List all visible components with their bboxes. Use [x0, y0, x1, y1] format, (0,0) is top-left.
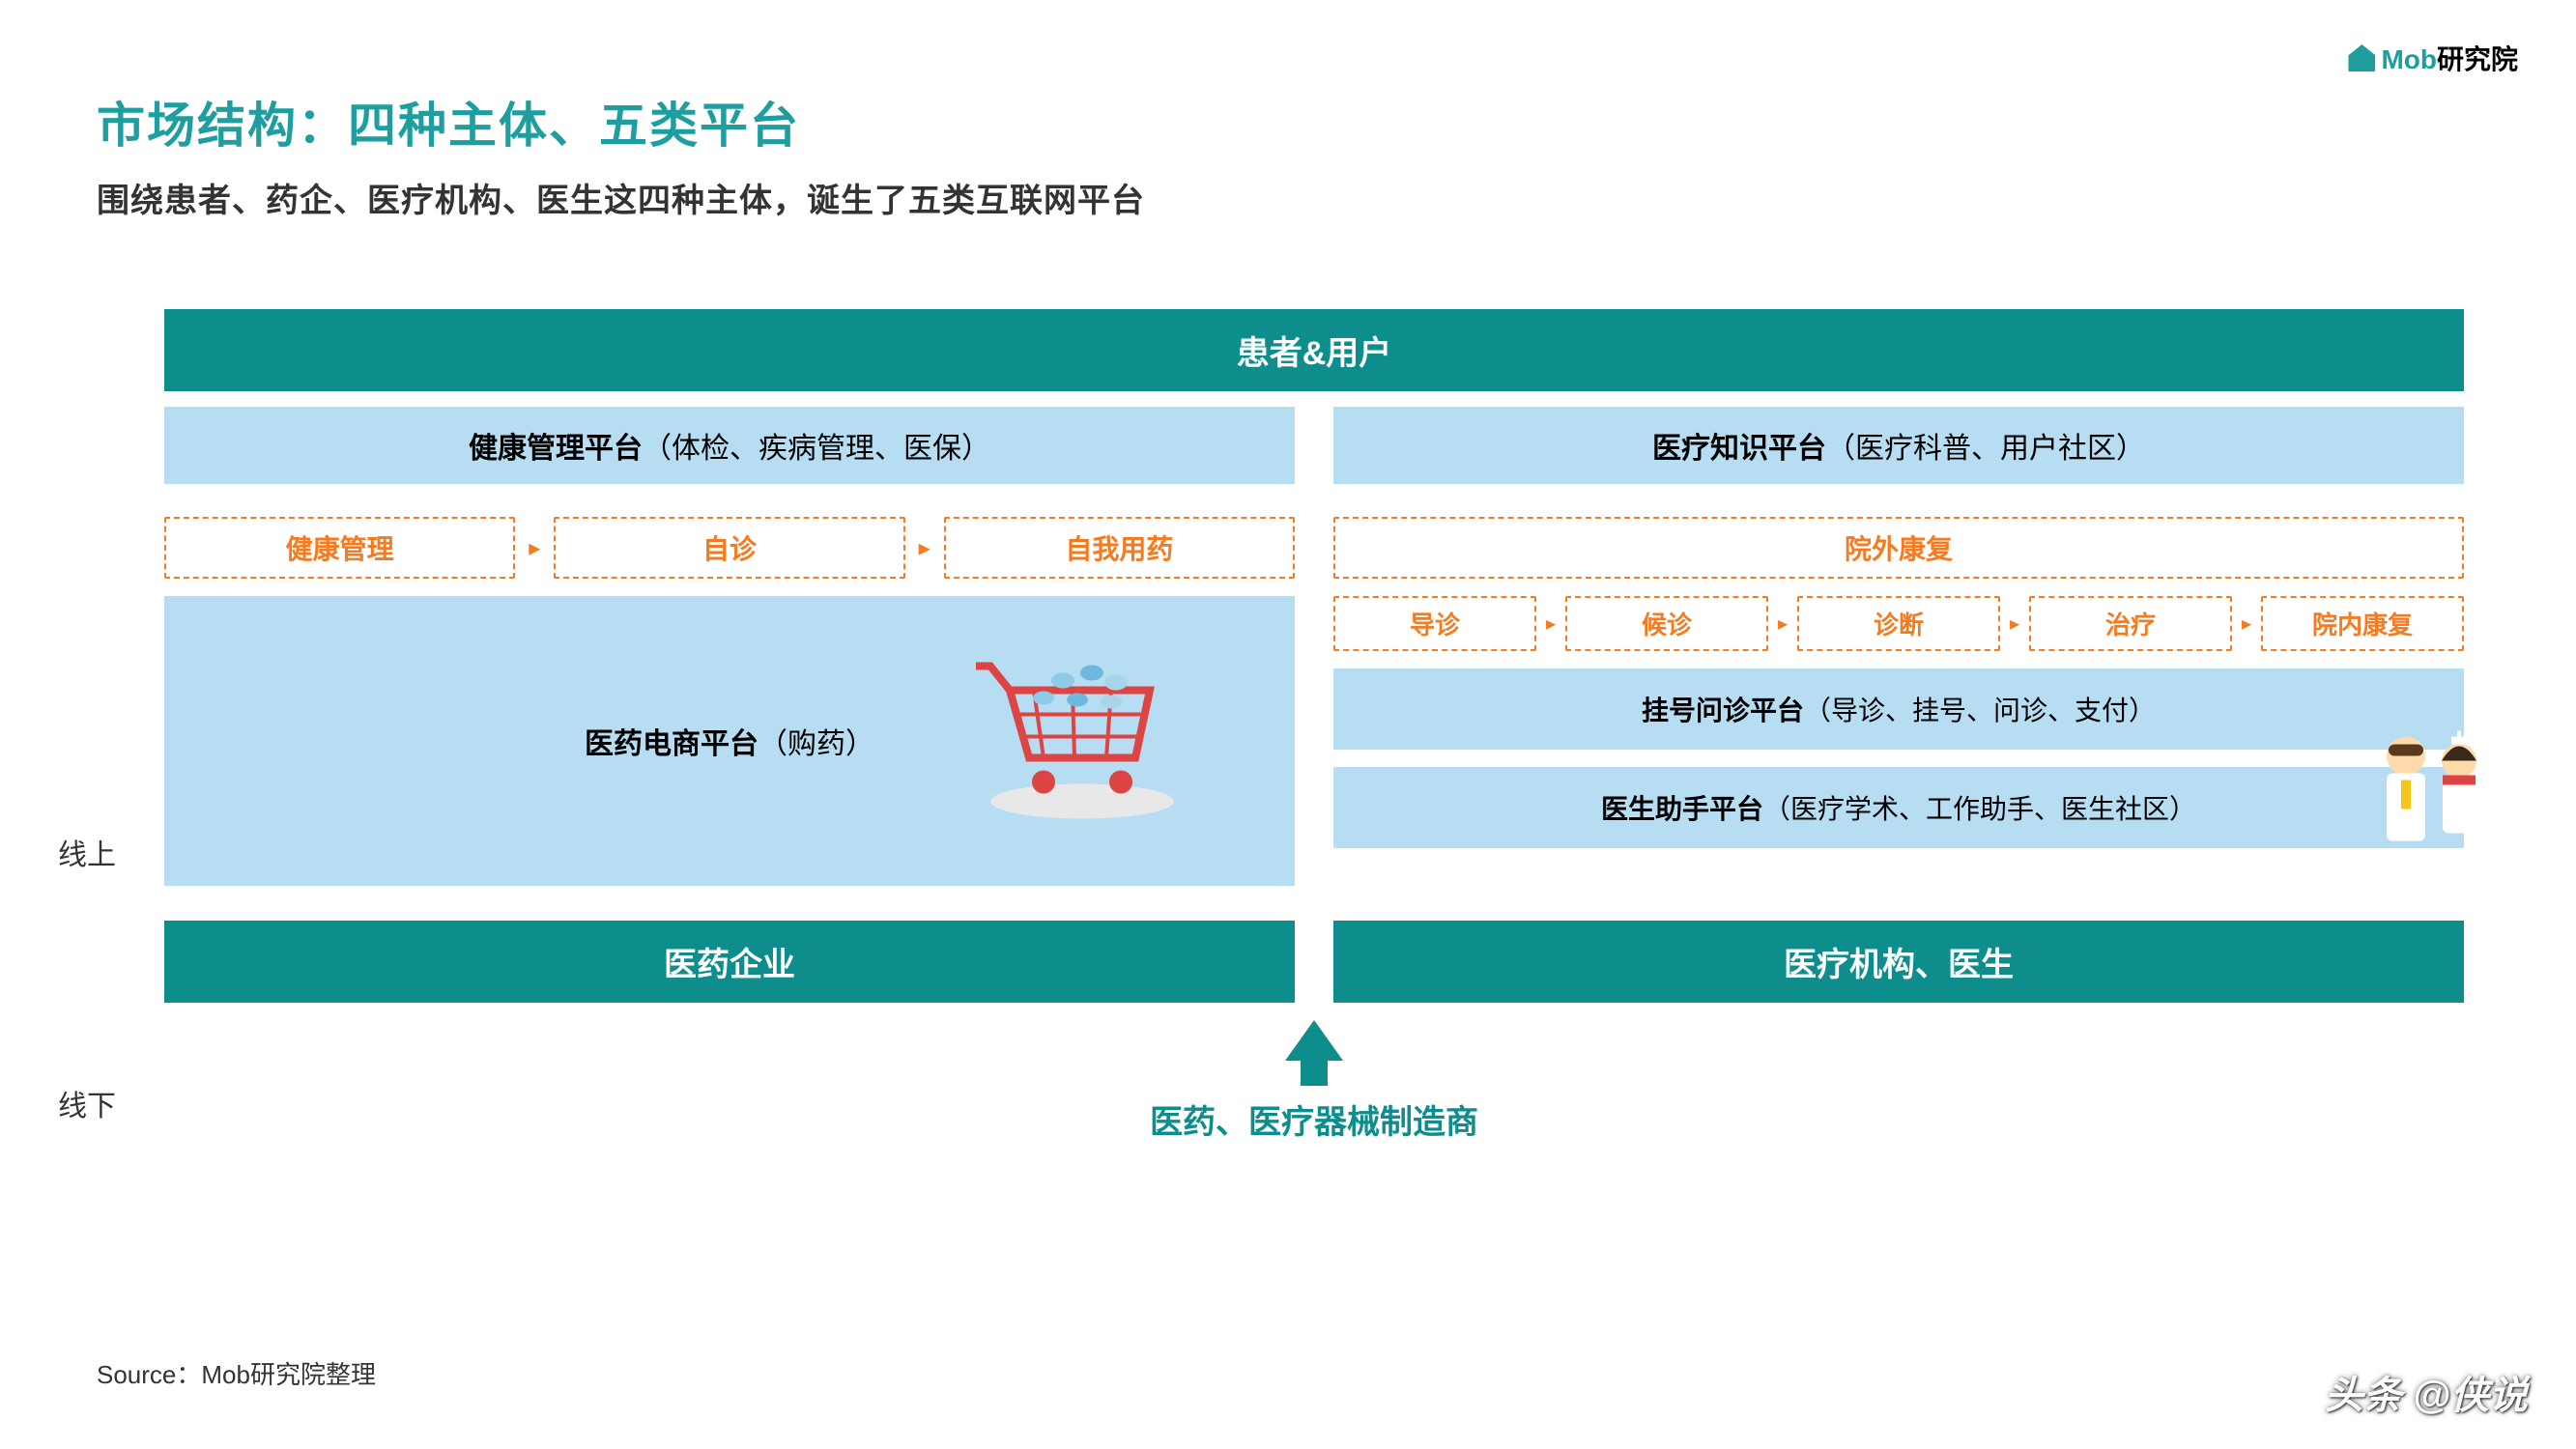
health-mgmt-platform: 健康管理平台（体检、疾病管理、医保）: [164, 407, 1295, 484]
flow-step: 自我用药: [944, 517, 1295, 579]
arrow-icon: [1546, 611, 1556, 636]
manufacturer-label: 医药、医疗器械制造商: [164, 1095, 2464, 1143]
arrow-icon: [2010, 611, 2019, 636]
flow-step: 院内康复: [2261, 596, 2464, 651]
arrow-icon: [919, 534, 930, 562]
source-label: Source：Mob研究院整理: [97, 1355, 376, 1391]
platform-desc: （购药）: [758, 728, 874, 760]
right-flow-steps: 导诊 候诊 诊断 治疗 院内康复: [1333, 596, 2464, 651]
platform-desc: （医疗学术、工作助手、医生社区）: [1763, 794, 2196, 824]
left-flow: 健康管理 自诊 自我用药: [164, 517, 1295, 579]
arrow-icon: [529, 534, 540, 562]
watermark: 头条 @侠说: [2325, 1364, 2528, 1420]
platform-row-1: 健康管理平台（体检、疾病管理、医保） 医疗知识平台（医疗科普、用户社区）: [164, 407, 2464, 484]
platform-row-2: 医药电商平台（购药）: [164, 596, 2464, 886]
flow-step: 候诊: [1565, 596, 1768, 651]
pharma-enterprise: 医药企业: [164, 921, 1295, 1003]
platform-desc: （体检、疾病管理、医保）: [643, 433, 990, 465]
page-subtitle: 围绕患者、药企、医疗机构、医生这四种主体，诞生了五类互联网平台: [97, 174, 1145, 221]
platform-desc: （医疗科普、用户社区）: [1826, 433, 2145, 465]
right-flow-top: 院外康复: [1333, 517, 2464, 579]
medical-institutions: 医疗机构、医生: [1333, 921, 2464, 1003]
page-title: 市场结构：四种主体、五类平台: [97, 87, 1145, 156]
platform-name: 医疗知识平台: [1652, 433, 1826, 465]
platform-desc: （导诊、挂号、问诊、支付）: [1804, 696, 2156, 725]
logo-icon: [2348, 44, 2375, 71]
arrow-icon: [1778, 611, 1788, 636]
cart-icon: [976, 652, 1188, 831]
brand-logo: Mob研究院: [2348, 39, 2518, 77]
flow-step: 诊断: [1797, 596, 2000, 651]
ecommerce-platform: 医药电商平台（购药）: [164, 596, 1295, 886]
top-bar-patients: 患者&用户: [164, 309, 2464, 391]
flow-step: 导诊: [1333, 596, 1536, 651]
platform-name: 医生助手平台: [1601, 794, 1763, 824]
doctor-assistant-platform: 医生助手平台（医疗学术、工作助手、医生社区）: [1333, 767, 2464, 848]
title-block: 市场结构：四种主体、五类平台 围绕患者、药企、医疗机构、医生这四种主体，诞生了五…: [97, 87, 1145, 221]
platform-name: 健康管理平台: [469, 433, 643, 465]
flow-step-recovery: 院外康复: [1333, 517, 2464, 579]
flow-row-top: 健康管理 自诊 自我用药 院外康复: [164, 499, 2464, 579]
medics-icon: [2367, 727, 2493, 889]
right-platform-column: 导诊 候诊 诊断 治疗 院内康复 挂号问诊平台（导诊、挂号、问诊、支付） 医生助…: [1333, 596, 2464, 886]
bottom-entities: 医药企业 医疗机构、医生: [164, 921, 2464, 1003]
flow-step: 健康管理: [164, 517, 515, 579]
manufacturer-arrow: [164, 1020, 2464, 1086]
platform-name: 挂号问诊平台: [1642, 696, 1804, 725]
label-offline: 线下: [58, 1082, 116, 1124]
platform-name: 医药电商平台: [585, 728, 758, 760]
label-online: 线上: [58, 831, 116, 873]
arrow-icon: [2242, 611, 2251, 636]
flow-step: 自诊: [554, 517, 904, 579]
flow-step: 治疗: [2029, 596, 2232, 651]
medical-knowledge-platform: 医疗知识平台（医疗科普、用户社区）: [1333, 407, 2464, 484]
registration-platform: 挂号问诊平台（导诊、挂号、问诊、支付）: [1333, 668, 2464, 750]
structure-diagram: 患者&用户 健康管理平台（体检、疾病管理、医保） 医疗知识平台（医疗科普、用户社…: [164, 309, 2464, 1143]
